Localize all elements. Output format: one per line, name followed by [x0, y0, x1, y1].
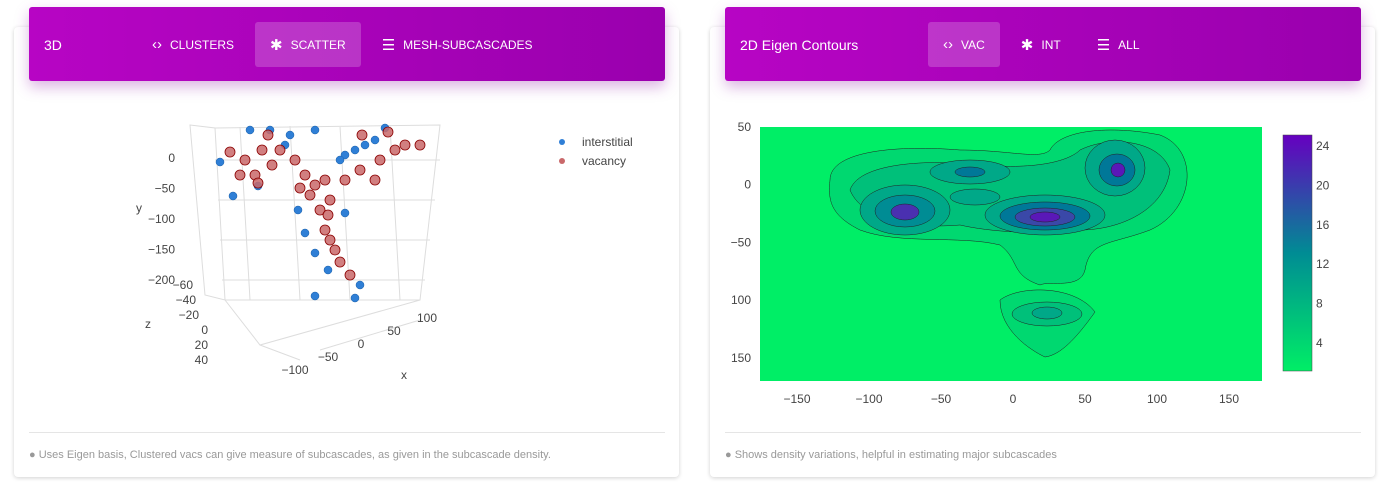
- colorbar-tick-label: 12: [1316, 257, 1330, 271]
- tab-label: ALL: [1118, 37, 1140, 52]
- tab[interactable]: ✱ SCATTER: [255, 22, 361, 67]
- contour-plot: [760, 127, 1262, 381]
- x-tick-label: 50: [387, 324, 401, 338]
- card: [14, 27, 679, 477]
- tab[interactable]: ✱ INT: [1006, 22, 1076, 67]
- scatter-points: [215, 123, 426, 303]
- x-axis-label: x: [401, 368, 407, 382]
- tab[interactable]: ☰ MESH-SUBCASCADES: [367, 22, 548, 67]
- x-tick-label: 50: [1078, 392, 1092, 406]
- x-tick-label: 100: [417, 311, 437, 325]
- footer-text: Shows density variations, helpful in est…: [734, 449, 1057, 461]
- tab[interactable]: ‹› VAC: [928, 22, 1000, 67]
- y-tick-label: −100: [148, 212, 175, 226]
- x-tick-label: −50: [318, 350, 339, 364]
- z-tick-label: 0: [201, 323, 208, 337]
- y-tick-label: −50: [731, 235, 752, 249]
- y-tick-label: −50: [155, 182, 176, 196]
- y-tick-label: −150: [148, 243, 175, 257]
- y-tick-label: 150: [731, 351, 751, 365]
- y-axis-label: y: [136, 201, 142, 215]
- tab[interactable]: ‹› CLUSTERS: [137, 22, 249, 67]
- x-tick-label: −150: [783, 392, 810, 406]
- card-header: 3D ‹› CLUSTERS ✱ SCATTER ☰ MESH-SUBCASCADES: [29, 7, 665, 81]
- tab-icon: ‹›: [152, 36, 162, 53]
- footer: ● Uses Eigen basis, Clustered vacs can g…: [29, 432, 665, 461]
- z-tick-label: 20: [195, 338, 209, 352]
- legend-label: vacancy: [582, 154, 626, 168]
- x-tick-label: 100: [1147, 392, 1167, 406]
- colorbar-tick-label: 16: [1316, 218, 1330, 232]
- colorbar-tick-label: 20: [1316, 178, 1330, 192]
- tab-label: VAC: [961, 37, 985, 52]
- y-tick-label: −200: [148, 273, 175, 287]
- x-tick-label: −50: [931, 392, 952, 406]
- card-header: 2D Eigen Contours ‹› VAC ✱ INT ☰ ALL: [725, 7, 1361, 81]
- footer: ● Shows density variations, helpful in e…: [725, 432, 1361, 461]
- colorbar-tick-label: 8: [1316, 297, 1323, 311]
- tab-icon: ☰: [1096, 36, 1111, 54]
- x-tick-label: 0: [358, 337, 365, 351]
- tab-icon: ✱: [1020, 36, 1034, 54]
- legend-label: interstitial: [582, 135, 633, 149]
- z-axis-label: z: [145, 317, 151, 331]
- z-tick-label: −40: [176, 293, 197, 307]
- tab-label: INT: [1041, 37, 1061, 52]
- colorbar-tick-label: 24: [1316, 139, 1330, 153]
- legend-marker: [559, 139, 565, 145]
- x-tick-label: −100: [855, 392, 882, 406]
- card-title: 2D Eigen Contours: [740, 37, 859, 53]
- y-tick-label: 0: [168, 151, 175, 165]
- tab[interactable]: ☰ ALL: [1082, 22, 1155, 67]
- tab-label: SCATTER: [290, 37, 346, 52]
- x-tick-label: 150: [1219, 392, 1239, 406]
- z-tick-label: 40: [195, 353, 209, 367]
- x-tick-label: −100: [281, 363, 308, 377]
- tab-label: MESH-SUBCASCADES: [403, 37, 533, 52]
- legend-marker: [559, 158, 565, 164]
- y-tick-label: 50: [738, 120, 752, 134]
- y-tick-label: 0: [744, 178, 751, 192]
- colorbar-tick-label: 4: [1316, 336, 1323, 350]
- y-tick-label: 100: [731, 293, 751, 307]
- z-tick-label: −60: [173, 278, 194, 292]
- footer-text: Uses Eigen basis, Clustered vacs can giv…: [38, 449, 551, 461]
- x-tick-label: 0: [1010, 392, 1017, 406]
- card-title: 3D: [44, 37, 62, 53]
- tab-icon: ✱: [270, 36, 283, 54]
- colorbar: [1282, 134, 1313, 372]
- tab-icon: ☰: [381, 36, 396, 54]
- tab-label: CLUSTERS: [170, 37, 235, 52]
- z-tick-label: −20: [179, 308, 200, 322]
- tab-icon: ‹›: [943, 36, 953, 53]
- scatter-3d: [189, 124, 441, 361]
